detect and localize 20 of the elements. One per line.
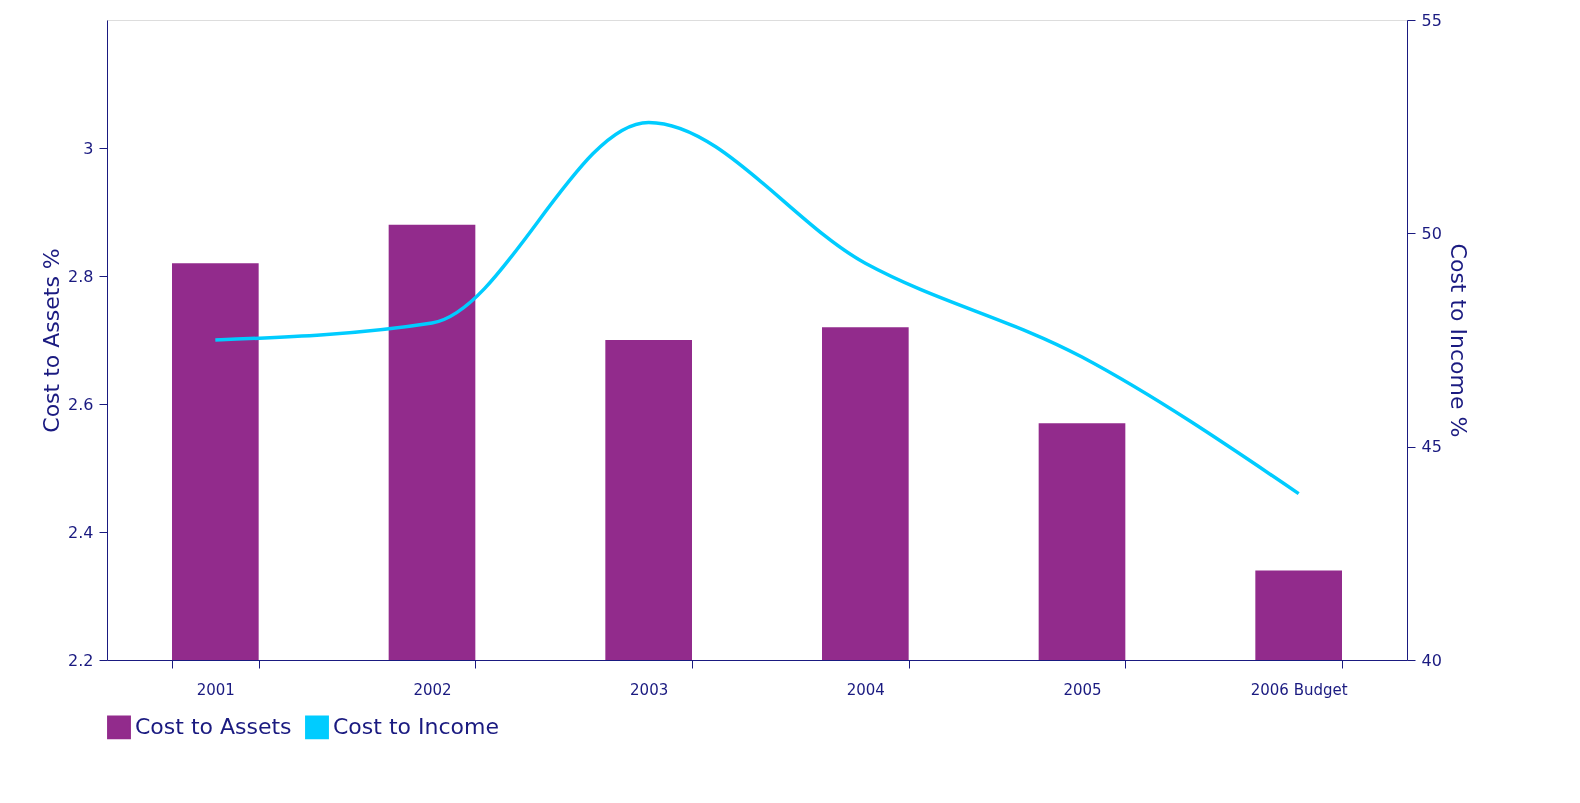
y-tick-label: 2.6 xyxy=(68,394,94,414)
x-tick-label: 2004 xyxy=(846,680,885,699)
x-tick-label: 2003 xyxy=(630,680,669,699)
y-tick-label: 3 xyxy=(83,138,94,158)
x-tick-label: 2002 xyxy=(413,680,452,699)
y2-tick-label: 40 xyxy=(1421,650,1442,670)
legend-label: Cost to Assets xyxy=(135,714,292,740)
y2-axis-title: Cost to Income % xyxy=(1445,243,1471,438)
y2-tick-label: 50 xyxy=(1421,223,1442,243)
y-tick-label: 2.2 xyxy=(68,650,94,670)
legend-label: Cost to Income xyxy=(333,714,499,740)
x-tick-label: 2006 Budget xyxy=(1250,680,1348,699)
x-tick-label: 2005 xyxy=(1063,680,1102,699)
y2-tick-label: 55 xyxy=(1421,10,1442,30)
line-series xyxy=(213,120,1301,496)
y-tick-label: 2.8 xyxy=(68,266,94,286)
y-axis-title: Cost to Assets % xyxy=(39,248,65,433)
x-tick-label: 2001 xyxy=(196,680,235,699)
y2-tick-label: 45 xyxy=(1421,437,1442,457)
y-tick-label: 2.4 xyxy=(68,522,94,542)
